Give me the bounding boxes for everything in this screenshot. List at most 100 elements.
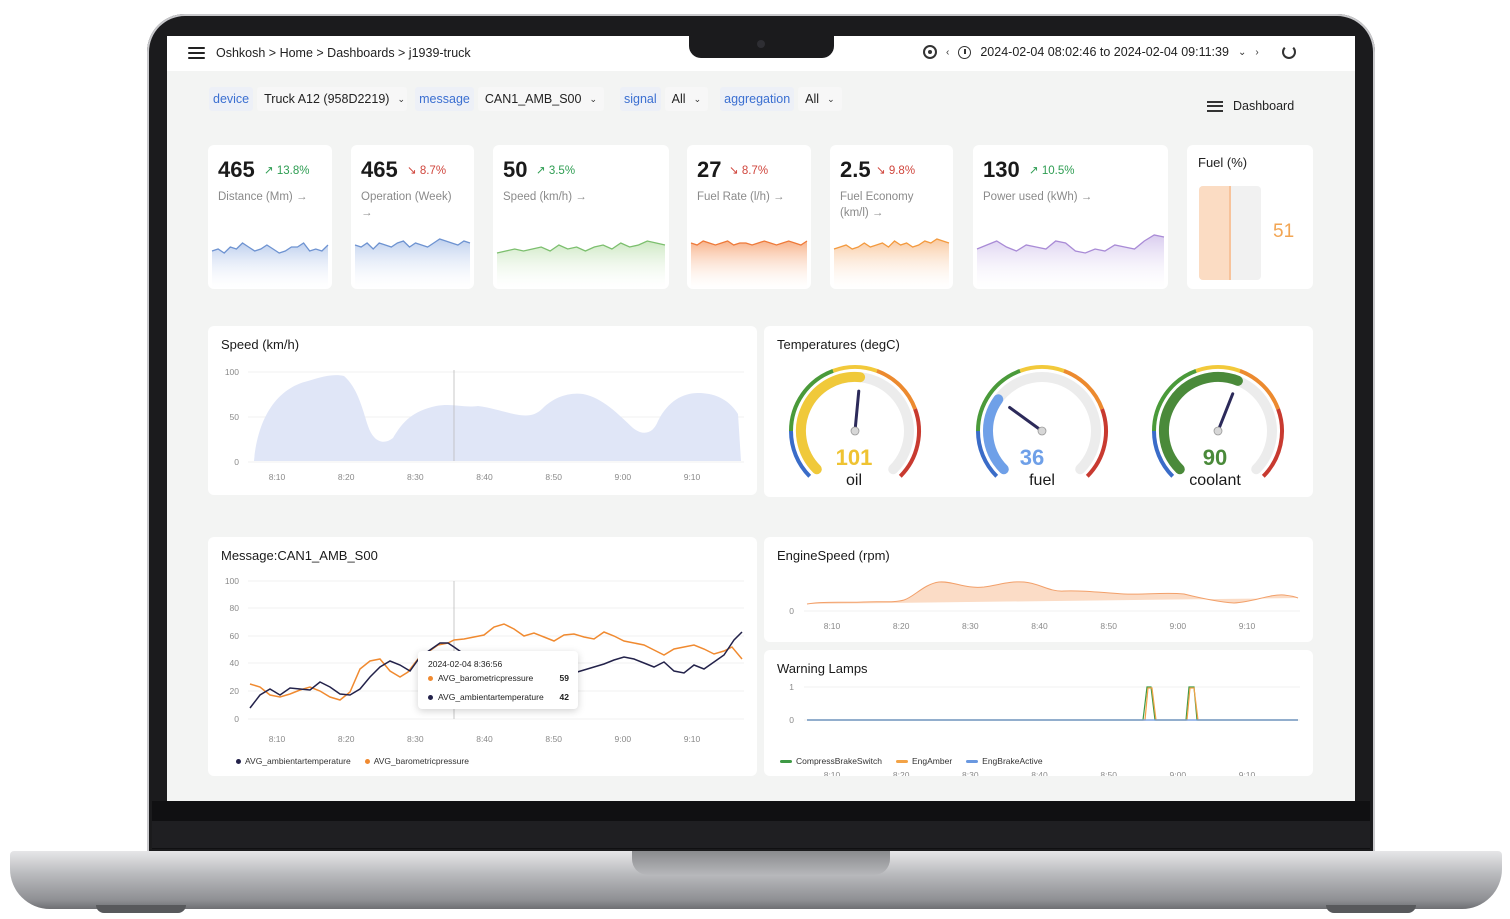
message-value: CAN1_AMB_S00 bbox=[484, 92, 582, 106]
x-tick-label: 8:50 bbox=[1100, 770, 1117, 776]
refresh-icon[interactable] bbox=[1281, 45, 1296, 59]
x-tick-label: 8:10 bbox=[269, 734, 286, 744]
x-tick-label: 9:10 bbox=[1239, 621, 1256, 631]
x-tick-label: 8:10 bbox=[269, 472, 286, 482]
chart-tooltip: 2024-02-04 8:36:56 AVG_barometricpressur… bbox=[418, 651, 578, 709]
kpi-label: Power used (kWh) → bbox=[983, 191, 1093, 203]
gauge-coolant-value: 90 bbox=[1202, 445, 1228, 470]
laptop-hinge bbox=[152, 821, 1370, 848]
tooltip-dot bbox=[428, 694, 433, 700]
next-range-chevron-icon[interactable]: › bbox=[1255, 46, 1259, 58]
time-range-dropdown-icon[interactable]: ⌄ bbox=[1237, 46, 1247, 58]
legend-item[interactable]: AVG_barometricpressure bbox=[364, 756, 469, 766]
kpi-label: Distance (Mm) → bbox=[218, 191, 308, 203]
kpi-delta: ↘ 8.7% bbox=[729, 165, 769, 177]
gauge-hub bbox=[850, 426, 860, 436]
time-controls: ‹ 2024-02-04 08:02:46 to 2024-02-04 09:1… bbox=[923, 45, 1296, 59]
prev-range-chevron-icon[interactable]: ‹ bbox=[946, 46, 950, 58]
menu-icon[interactable] bbox=[188, 47, 205, 59]
dashboard-button[interactable]: Dashboard bbox=[1207, 99, 1294, 113]
legend-label: AVG_ambientartemperature bbox=[245, 756, 351, 766]
signal-select[interactable]: All ⌄ bbox=[664, 87, 709, 111]
y-tick-label: 0 bbox=[234, 457, 239, 467]
message-legend: AVG_ambientartemperature AVG_barometricp… bbox=[236, 756, 469, 766]
message-select[interactable]: CAN1_AMB_S00 ⌄ bbox=[477, 87, 604, 111]
y-tick-label: 60 bbox=[230, 631, 240, 641]
legend-swatch bbox=[895, 759, 908, 763]
gauge-hub bbox=[1037, 426, 1047, 436]
clock-icon bbox=[958, 45, 972, 59]
x-tick-label: 8:20 bbox=[338, 734, 355, 744]
speed-area bbox=[254, 375, 741, 461]
temperatures-panel: Temperatures (degC) 101 oil 36 fuel 90 c… bbox=[764, 326, 1313, 497]
gauge-coolant-label: coolant bbox=[1189, 472, 1241, 489]
engine-speed-chart[interactable]: 0 8:10 8:20 8:30 8:40 8:50 9:00 9:10 bbox=[764, 537, 1313, 642]
x-tick-label: 9:10 bbox=[1239, 770, 1256, 776]
legend-label: AVG_barometricpressure bbox=[373, 756, 469, 766]
x-tick-label: 9:10 bbox=[684, 734, 701, 744]
tooltip-series-name: AVG_ambientartemperature bbox=[438, 692, 544, 702]
series-barometricpressure-line bbox=[249, 623, 743, 701]
message-panel-title: Message:CAN1_AMB_S00 bbox=[221, 548, 378, 563]
kpi-card[interactable]: 50 ↗ 3.5% Speed (km/h) → bbox=[493, 145, 669, 289]
message-label: message bbox=[415, 87, 474, 111]
y-tick-label: 100 bbox=[225, 367, 239, 377]
legend-item[interactable]: EngBrakeActive bbox=[966, 756, 1043, 766]
chevron-down-icon: ⌄ bbox=[589, 93, 597, 104]
gauge-needle bbox=[1216, 392, 1235, 433]
device-select[interactable]: Truck A12 (958D2219) ⌄ bbox=[257, 87, 408, 111]
tooltip-series-value: 59 bbox=[559, 673, 569, 683]
chevron-down-icon: ⌄ bbox=[397, 93, 405, 104]
laptop-foot-right bbox=[1326, 905, 1416, 913]
settings-gear-icon[interactable] bbox=[923, 45, 937, 59]
laptop-foot-left bbox=[96, 905, 186, 913]
kpi-card[interactable]: 130 ↗ 10.5% Power used (kWh) → bbox=[973, 145, 1168, 289]
kpi-label: Fuel Rate (l/h) → bbox=[697, 191, 785, 203]
kpi-sparkline bbox=[496, 240, 666, 289]
legend-dot bbox=[364, 758, 370, 764]
kpi-card[interactable]: 465 ↗ 13.8% Distance (Mm) → bbox=[208, 145, 332, 289]
kpi-card[interactable]: 27 ↘ 8.7% Fuel Rate (l/h) → bbox=[687, 145, 811, 289]
breadcrumb[interactable]: Oshkosh > Home > Dashboards > j1939-truc… bbox=[216, 46, 471, 60]
sparkline-line bbox=[211, 242, 329, 254]
kpi-value: 465 bbox=[361, 157, 398, 182]
engine-speed-area bbox=[806, 581, 1299, 605]
sparkline-area bbox=[834, 239, 949, 289]
sparkline-line bbox=[833, 238, 950, 250]
kpi-delta: ↘ 9.8% bbox=[876, 165, 916, 177]
speed-chart[interactable]: 100 50 0 8:10 8:20 8:30 8:40 8:50 9:00 9:10 bbox=[208, 326, 757, 495]
x-tick-label: 9:00 bbox=[1170, 770, 1187, 776]
chevron-down-icon: ⌄ bbox=[693, 93, 702, 104]
legend-item[interactable]: EngAmber bbox=[895, 756, 952, 766]
kpi-card[interactable]: 465 ↘ 8.7% Operation (Week) → bbox=[351, 145, 474, 289]
legend-label: CompressBrakeSwitch bbox=[796, 756, 882, 766]
gauge-needle bbox=[853, 389, 861, 433]
y-tick-label: 100 bbox=[225, 576, 239, 586]
series-compressbrakeswitch-line bbox=[807, 686, 1298, 721]
tooltip-series-name: AVG_barometricpressure bbox=[438, 673, 534, 683]
fuel-card[interactable]: Fuel (%) 51 bbox=[1187, 145, 1313, 289]
kpi-sparkline bbox=[211, 242, 329, 289]
y-tick-label: 0 bbox=[789, 606, 794, 616]
legend-item[interactable]: AVG_ambientartemperature bbox=[236, 756, 351, 766]
kpi-sparkline bbox=[690, 240, 808, 289]
gauge-fill bbox=[795, 371, 866, 475]
fuel-title: Fuel (%) bbox=[1198, 155, 1248, 170]
time-range[interactable]: 2024-02-04 08:02:46 to 2024-02-04 09:11:… bbox=[980, 45, 1229, 59]
sparkline-line bbox=[690, 240, 808, 246]
warning-lamps-chart[interactable]: 1 0 8:10 8:20 8:30 8:40 8:50 9:00 9:10 bbox=[764, 650, 1313, 776]
aggregation-select[interactable]: All ⌄ bbox=[798, 87, 842, 111]
x-tick-label: 8:20 bbox=[338, 472, 355, 482]
warning-lamps-panel-title: Warning Lamps bbox=[777, 661, 868, 676]
series-engamber-line bbox=[807, 687, 1298, 721]
x-tick-label: 9:10 bbox=[684, 472, 701, 482]
legend-item[interactable]: CompressBrakeSwitch bbox=[780, 756, 882, 766]
x-tick-label: 8:10 bbox=[824, 621, 841, 631]
tooltip-dot bbox=[428, 675, 433, 681]
kpi-sparkline bbox=[354, 238, 471, 289]
engine-speed-panel-title: EngineSpeed (rpm) bbox=[777, 548, 890, 563]
aggregation-label: aggregation bbox=[720, 87, 795, 111]
x-tick-label: 8:50 bbox=[1100, 621, 1117, 631]
kpi-card[interactable]: 2.5 ↘ 9.8% Fuel Economy (km/l) → bbox=[830, 145, 953, 289]
fuel-value: 51 bbox=[1273, 221, 1295, 242]
